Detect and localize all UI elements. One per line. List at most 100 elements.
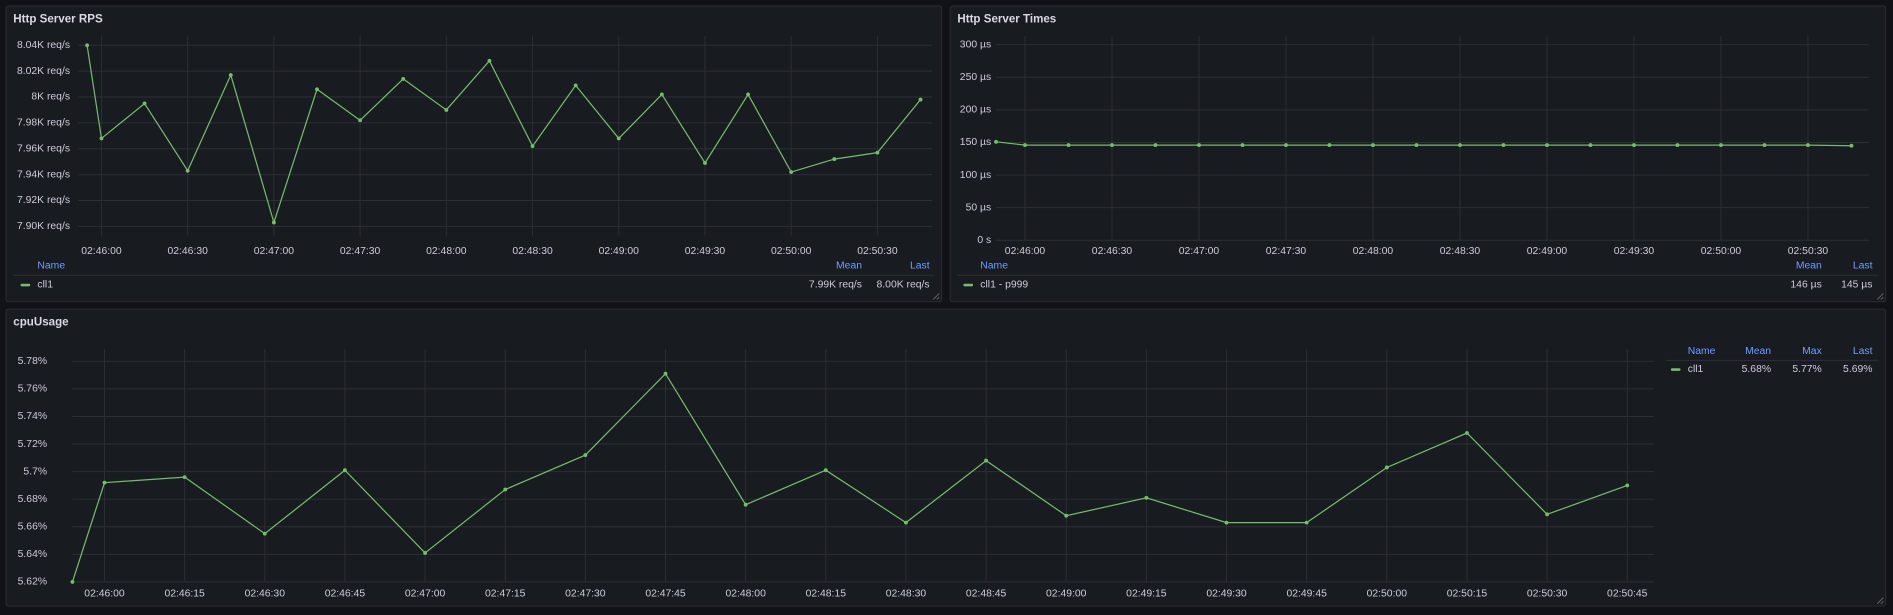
data-point (1719, 143, 1723, 148)
y-tick-label: 5.68% (18, 494, 47, 505)
data-point (1110, 143, 1114, 148)
data-point (743, 502, 748, 507)
data-point (1384, 465, 1389, 470)
legend-stat: 5.77% (1792, 364, 1821, 375)
y-tick-label: 0 s (977, 235, 991, 246)
data-point (1465, 431, 1469, 435)
x-tick-label: 02:50:15 (1447, 589, 1488, 600)
data-point (1675, 143, 1680, 148)
data-point (315, 87, 319, 92)
y-tick-label: 5.64% (18, 549, 47, 560)
legend-stat: 7.99K req/s (809, 280, 862, 291)
data-point (1632, 143, 1636, 148)
data-point (182, 475, 187, 480)
data-point (875, 150, 880, 155)
legend-header: Name (37, 260, 65, 271)
x-tick-label: 02:46:45 (325, 589, 366, 600)
data-point (1066, 143, 1071, 148)
x-tick-label: 02:49:30 (1206, 589, 1247, 600)
data-point (1501, 143, 1506, 148)
x-tick-label: 02:46:30 (1092, 246, 1133, 257)
data-point (583, 453, 588, 458)
legend-swatch (1670, 368, 1681, 371)
data-point (1806, 143, 1810, 148)
data-point (823, 468, 828, 473)
data-point (401, 76, 406, 81)
data-point (984, 458, 989, 463)
data-point (1458, 143, 1462, 148)
data-point (1545, 512, 1550, 517)
panel: Http Server Times 0 s 50 µs 100 µs 150 µs 200… (949, 5, 1887, 303)
data-point (503, 487, 508, 492)
x-tick-label: 02:47:15 (485, 589, 526, 600)
data-point (1240, 143, 1245, 148)
legend-header: Max (1802, 346, 1822, 357)
data-point (663, 371, 668, 376)
legend-name: cll1 (37, 280, 53, 291)
x-tick-label: 02:49:00 (1527, 246, 1568, 257)
data-point (1144, 495, 1149, 500)
data-point (904, 520, 908, 525)
x-tick-label: 02:47:30 (565, 589, 606, 600)
legend-header: Name (1688, 346, 1716, 357)
legend-header: Last (1853, 346, 1873, 357)
x-tick-label: 02:50:30 (857, 246, 898, 257)
panel-title: cpuUsage (13, 316, 69, 328)
panel: cpuUsage 5.62% 5.64% 5.66% 5.68% 5.7% 5.72% 5.7… (5, 308, 1887, 607)
y-tick-label: 7.94K req/s (17, 169, 70, 180)
x-tick-label: 02:48:30 (886, 589, 927, 600)
y-tick-label: 5.7% (23, 466, 47, 477)
data-point (573, 83, 578, 88)
x-tick-label: 02:48:00 (725, 589, 766, 600)
legend-stat: 145 µs (1841, 280, 1872, 291)
data-point (342, 468, 347, 473)
legend-header: Mean (1796, 260, 1822, 271)
x-tick-label: 02:50:45 (1607, 589, 1648, 600)
x-tick-label: 02:47:30 (1266, 246, 1307, 257)
panel-background (949, 5, 1887, 303)
legend-stat: 8.00K req/s (877, 280, 930, 291)
legend-swatch (20, 283, 31, 287)
data-point (1588, 143, 1593, 148)
data-point (1197, 143, 1201, 148)
data-point (1625, 483, 1630, 488)
x-tick-label: 02:46:00 (1005, 246, 1046, 257)
data-point (85, 43, 90, 48)
data-point (530, 144, 535, 149)
y-tick-label: 250 µs (960, 72, 991, 83)
x-tick-label: 02:48:00 (426, 246, 467, 257)
y-tick-label: 5.62% (18, 577, 47, 588)
data-point (423, 551, 428, 555)
data-point (358, 118, 363, 123)
panel-title: Http Server Times (957, 13, 1056, 25)
data-point (1224, 520, 1229, 525)
y-tick-label: 5.78% (18, 356, 47, 367)
y-tick-label: 100 µs (960, 170, 991, 181)
panel-background (5, 5, 943, 303)
y-tick-label: 8K req/s (31, 92, 70, 103)
y-tick-label: 7.98K req/s (17, 118, 70, 129)
data-point (1023, 143, 1027, 148)
data-point (262, 531, 267, 536)
y-tick-label: 5.66% (18, 521, 47, 532)
data-point (1153, 143, 1158, 148)
x-tick-label: 02:50:00 (771, 246, 812, 257)
x-tick-label: 02:49:30 (1614, 246, 1655, 257)
legend-name: cll1 - p999 (980, 280, 1028, 291)
data-point (1545, 143, 1549, 148)
data-point (832, 157, 837, 162)
x-tick-label: 02:46:30 (245, 589, 286, 600)
legend-swatch (963, 283, 974, 287)
y-tick-label: 8.04K req/s (17, 40, 70, 51)
x-tick-label: 02:48:00 (1353, 246, 1394, 257)
x-tick-label: 02:48:15 (806, 589, 847, 600)
resize-handle (932, 293, 940, 300)
data-point (70, 579, 75, 584)
y-tick-label: 8.02K req/s (17, 66, 70, 77)
legend-header: Last (1853, 260, 1873, 271)
data-point (487, 58, 492, 63)
data-point (994, 139, 998, 144)
data-point (1414, 143, 1419, 148)
data-point (228, 73, 233, 77)
x-tick-label: 02:50:30 (1788, 246, 1829, 257)
